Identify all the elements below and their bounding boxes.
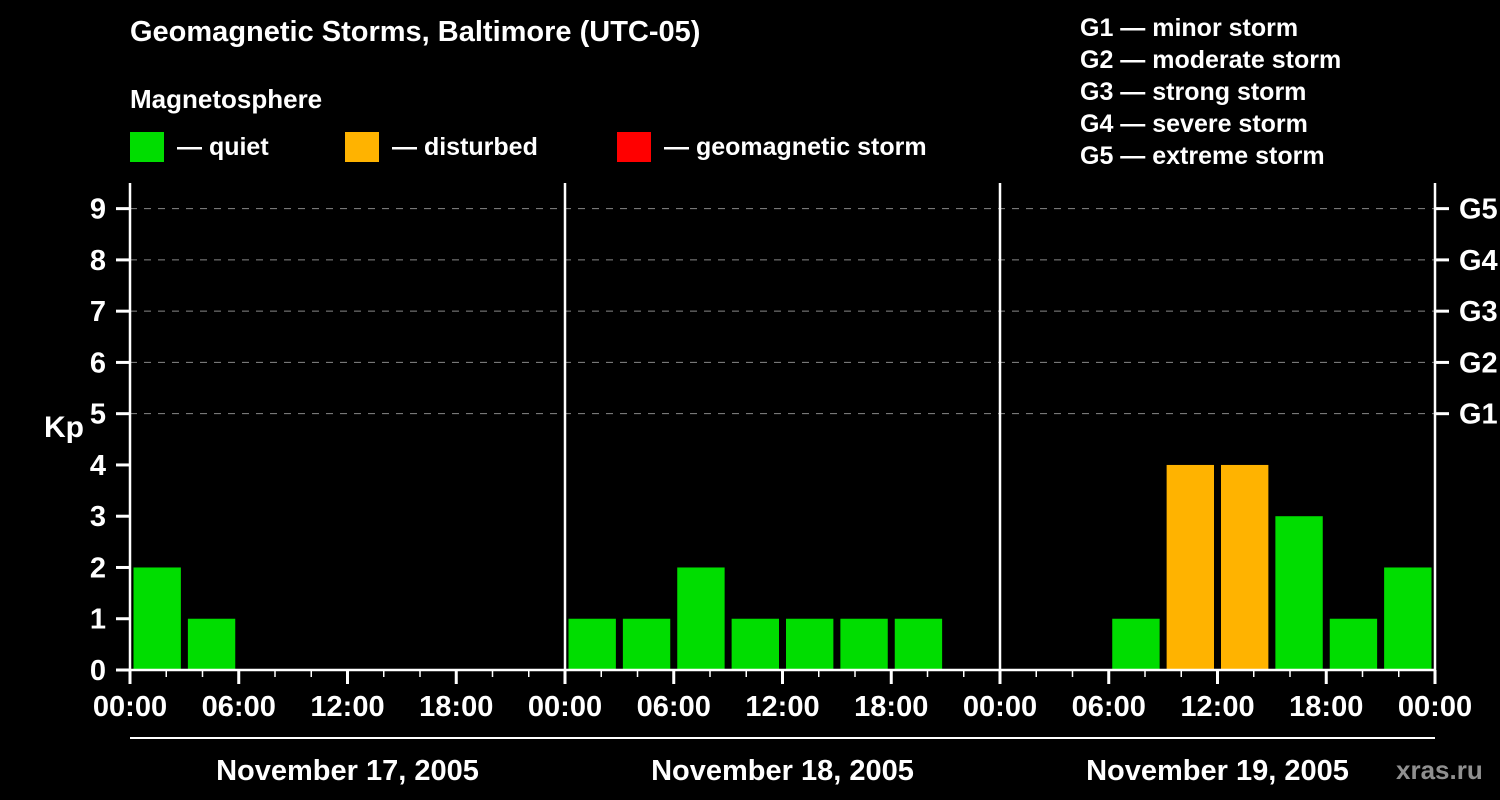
y-tick-label: 4 [90, 450, 106, 482]
legend-item-storm: — geomagnetic storm [617, 132, 927, 162]
g-axis-label: G2 [1459, 347, 1498, 379]
g-axis-label: G5 [1459, 194, 1498, 226]
kp-bar [840, 618, 888, 670]
g4-legend-line: G4 — severe storm [1080, 110, 1308, 138]
y-tick-label: 8 [90, 245, 106, 277]
x-tick-label: 12:00 [745, 691, 819, 723]
g-axis-label: G3 [1459, 296, 1498, 328]
x-tick-label: 00:00 [963, 691, 1037, 723]
kp-bar [1166, 464, 1214, 670]
kp-bar [187, 618, 236, 670]
watermark: xras.ru [1396, 755, 1483, 785]
kp-bar [677, 567, 725, 670]
x-tick-label: 06:00 [1072, 691, 1146, 723]
kp-bar [1329, 618, 1378, 670]
date-label: November 19, 2005 [1086, 755, 1349, 787]
magnetosphere-subtitle: Magnetosphere [130, 84, 323, 114]
kp-bar [1275, 516, 1323, 670]
x-tick-label: 18:00 [1289, 691, 1363, 723]
date-label: November 17, 2005 [216, 755, 479, 787]
y-tick-label: 2 [90, 552, 106, 584]
x-tick-label: 00:00 [93, 691, 167, 723]
disturbed-color-swatch [345, 132, 379, 162]
kp-bar [622, 618, 671, 670]
g3-legend-line: G3 — strong storm [1080, 78, 1307, 106]
kp-bar [731, 618, 779, 670]
x-tick-label: 18:00 [854, 691, 928, 723]
x-tick-label: 00:00 [1398, 691, 1472, 723]
g-axis-label: G4 [1459, 245, 1498, 277]
y-tick-label: 0 [90, 655, 106, 687]
y-tick-label: 6 [90, 347, 106, 379]
kp-bar [894, 618, 943, 670]
disturbed-label: — disturbed [392, 132, 538, 161]
kp-bar [133, 567, 181, 670]
kp-bar [1112, 618, 1160, 670]
quiet-color-swatch [130, 132, 164, 162]
quiet-label: — quiet [177, 132, 269, 161]
kp-bar [1221, 464, 1269, 670]
g-scale-legend: G1 — minor storm G2 — moderate storm G3 … [1080, 12, 1341, 172]
g5-legend-line: G5 — extreme storm [1080, 142, 1325, 170]
g-axis-label: G1 [1459, 399, 1498, 431]
kp-bar [1384, 567, 1432, 670]
y-tick-label: 7 [90, 296, 106, 328]
y-axis-label: Kp [44, 411, 84, 444]
y-tick-label: 9 [90, 194, 106, 226]
legend-item-disturbed: — disturbed [345, 132, 538, 162]
y-tick-label: 5 [90, 399, 106, 431]
page-title: Geomagnetic Storms, Baltimore (UTC-05) [130, 16, 701, 48]
x-tick-label: 06:00 [637, 691, 711, 723]
g2-legend-line: G2 — moderate storm [1080, 46, 1342, 74]
storm-color-swatch [617, 132, 651, 162]
storm-label: — geomagnetic storm [664, 132, 927, 161]
kp-bar [568, 618, 616, 670]
date-label: November 18, 2005 [651, 755, 914, 787]
y-tick-label: 3 [90, 501, 106, 533]
x-tick-label: 00:00 [528, 691, 602, 723]
kp-bar [786, 618, 834, 670]
x-tick-label: 06:00 [202, 691, 276, 723]
x-tick-label: 18:00 [419, 691, 493, 723]
y-tick-label: 1 [90, 604, 106, 636]
legend-item-quiet: — quiet [130, 132, 269, 162]
x-tick-label: 12:00 [310, 691, 384, 723]
x-tick-label: 12:00 [1180, 691, 1254, 723]
g1-legend-line: G1 — minor storm [1080, 14, 1299, 42]
